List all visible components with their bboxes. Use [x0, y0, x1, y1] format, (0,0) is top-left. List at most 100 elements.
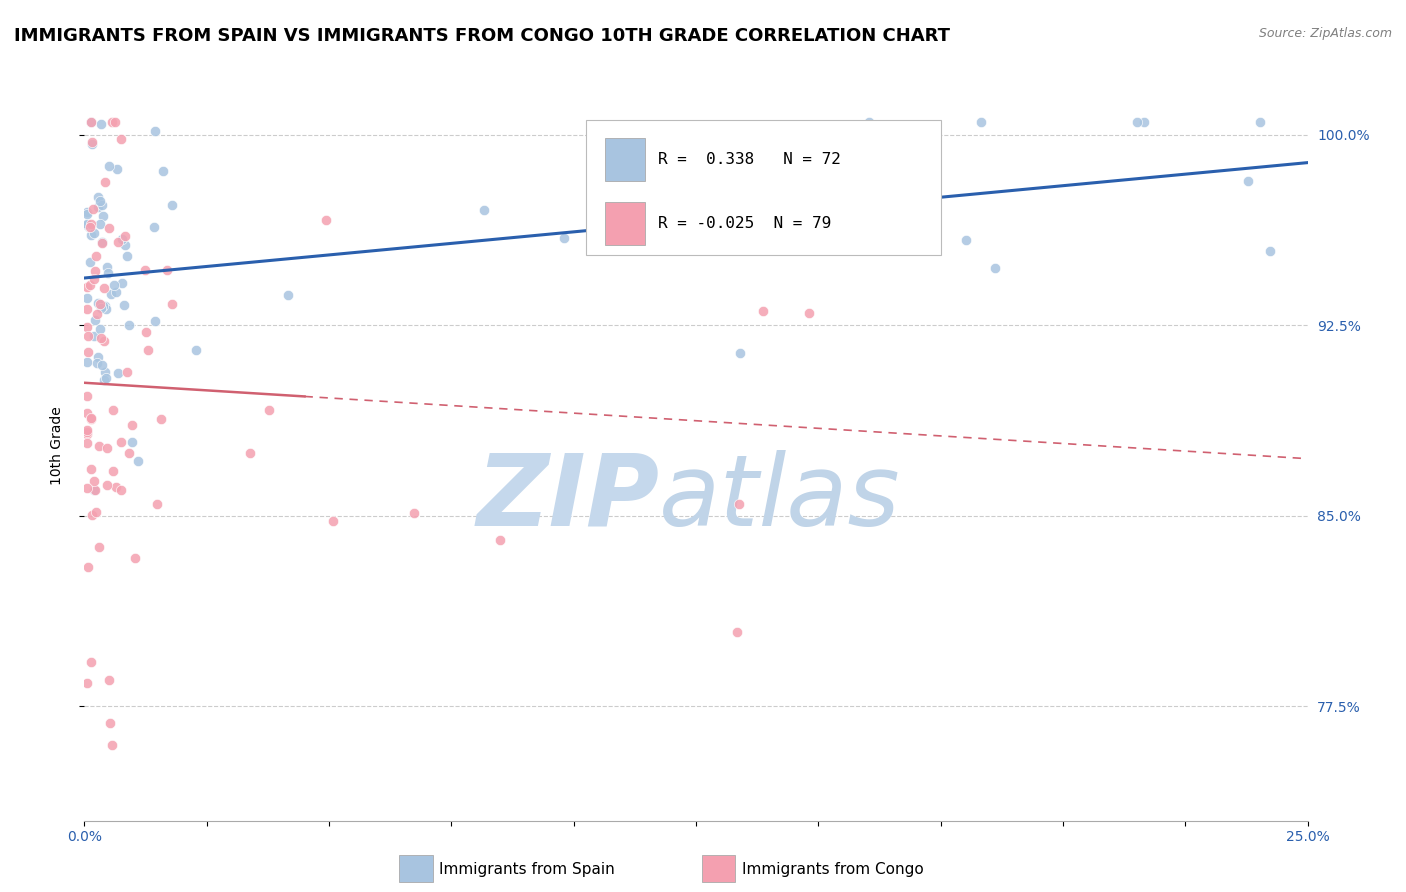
Point [77, 329, 100, 343]
Point [257, 402, 280, 417]
Point [76, 207, 98, 221]
Text: Immigrants from Congo: Immigrants from Congo [742, 863, 924, 877]
Point [79, 254, 101, 268]
Point [110, 483, 132, 497]
Point [76, 320, 98, 334]
Point [76, 389, 98, 403]
Point [146, 497, 169, 511]
Point [76, 279, 98, 293]
Point [1237, 174, 1260, 188]
Point [76, 436, 98, 450]
Point [101, 403, 124, 417]
Point [84, 264, 107, 278]
Point [87, 296, 110, 310]
Point [239, 445, 262, 459]
Point [80, 137, 103, 152]
Point [87, 350, 110, 364]
Point [1133, 115, 1156, 129]
Point [152, 164, 174, 178]
Point [124, 551, 146, 566]
Point [86, 356, 108, 370]
Point [186, 343, 208, 357]
Point [117, 249, 139, 263]
Point [143, 314, 166, 328]
Point [115, 365, 138, 379]
Point [134, 263, 156, 277]
Point [80, 115, 103, 129]
Point [100, 716, 122, 731]
Point [728, 345, 751, 359]
Point [858, 115, 880, 129]
Point [277, 287, 299, 301]
Point [86, 307, 108, 321]
Point [80, 218, 103, 232]
Point [96, 478, 118, 492]
Point [77, 345, 100, 359]
Point [76, 425, 98, 440]
Point [76, 291, 98, 305]
Point [90, 117, 112, 131]
Text: atlas: atlas [659, 450, 901, 547]
Point [111, 277, 134, 291]
Point [110, 132, 132, 146]
Point [98, 673, 121, 687]
Point [76, 218, 98, 232]
Point [82, 202, 104, 217]
Point [103, 277, 125, 292]
Point [87, 190, 110, 204]
Point [112, 298, 135, 312]
Point [624, 219, 647, 233]
Point [725, 624, 748, 639]
Point [93, 334, 115, 348]
Point [969, 115, 991, 129]
Point [118, 446, 141, 460]
Point [84, 505, 107, 519]
Point [135, 326, 157, 340]
Text: ZIP: ZIP [477, 450, 659, 547]
FancyBboxPatch shape [606, 202, 644, 244]
Point [91, 235, 114, 250]
Point [79, 219, 101, 234]
Point [87, 200, 110, 214]
Point [121, 435, 143, 450]
Point [104, 285, 127, 299]
Point [97, 266, 120, 280]
Point [162, 297, 184, 311]
Point [80, 655, 103, 669]
Text: IMMIGRANTS FROM SPAIN VS IMMIGRANTS FROM CONGO 10TH GRADE CORRELATION CHART: IMMIGRANTS FROM SPAIN VS IMMIGRANTS FROM… [14, 27, 950, 45]
Point [91, 299, 114, 313]
Point [127, 454, 149, 468]
Point [752, 303, 775, 318]
Point [96, 260, 118, 274]
Point [83, 329, 105, 343]
Text: R = -0.025  N = 79: R = -0.025 N = 79 [658, 216, 831, 231]
Point [110, 434, 132, 449]
Point [797, 306, 820, 320]
Point [111, 232, 134, 246]
Point [77, 219, 100, 234]
Point [77, 560, 100, 574]
Point [76, 423, 98, 437]
Point [90, 235, 112, 250]
Point [89, 297, 111, 311]
Point [101, 115, 124, 129]
Point [97, 220, 120, 235]
Point [76, 354, 98, 368]
Point [93, 280, 115, 294]
Point [76, 426, 98, 441]
Point [404, 506, 426, 520]
Point [79, 277, 101, 292]
Point [156, 263, 179, 277]
Point [105, 162, 128, 177]
Point [103, 464, 125, 478]
Point [104, 480, 127, 494]
Point [90, 301, 112, 315]
Point [83, 272, 105, 286]
Point [955, 233, 977, 247]
Text: Immigrants from Spain: Immigrants from Spain [439, 863, 614, 877]
Point [488, 533, 510, 547]
Point [83, 483, 105, 497]
Point [83, 474, 105, 488]
Point [76, 675, 98, 690]
Point [1126, 115, 1149, 129]
